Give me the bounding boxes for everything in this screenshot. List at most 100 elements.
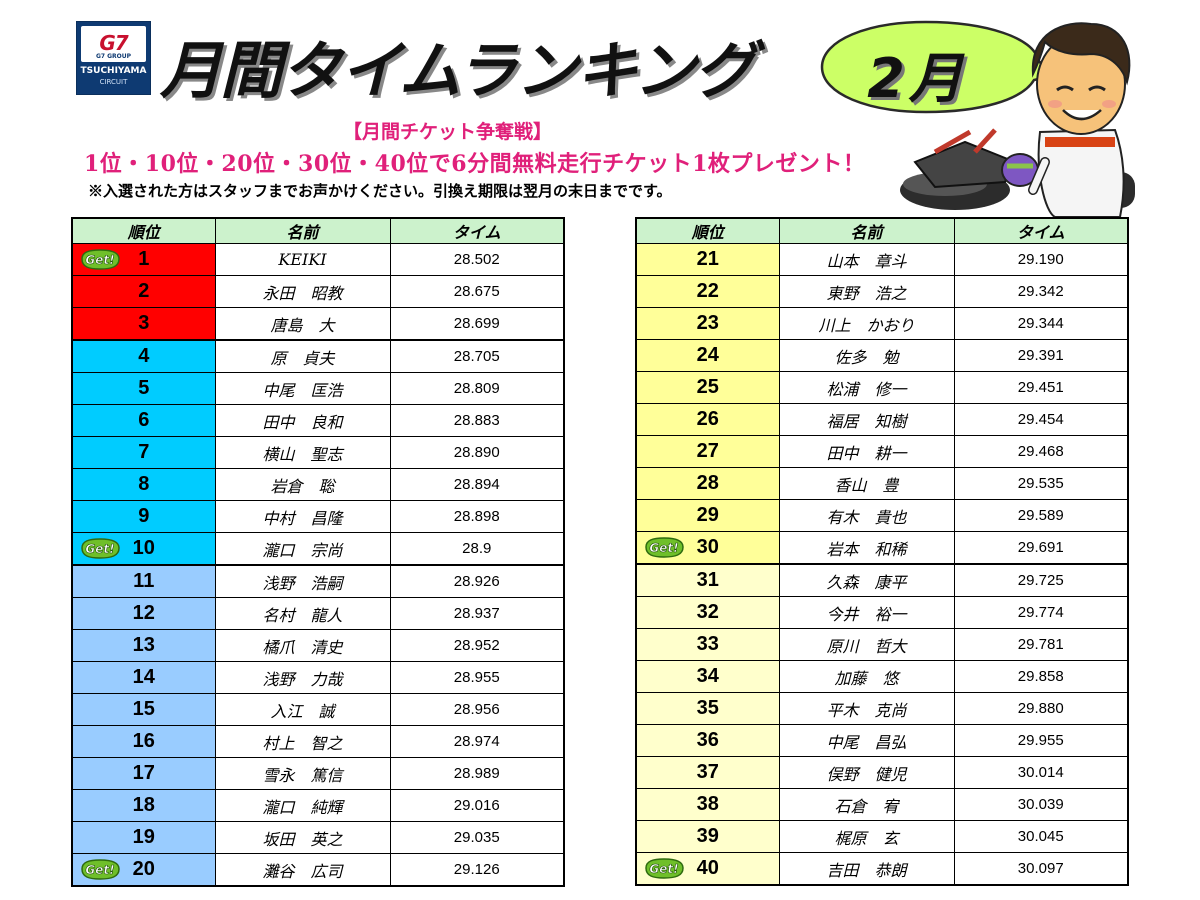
ranking-row: Get! 40 吉田 恭朗 30.097 [635,852,1129,886]
lap-time: 29.451 [953,371,1129,404]
ranking-row: Get! 1 KEIKI 28.502 [71,243,565,276]
lap-time: 29.858 [953,660,1129,693]
driver-name: 岩本 和稀 [778,531,955,565]
driver-name: 浅野 力哉 [214,661,391,694]
rank-cell: 31 [635,563,780,597]
driver-name: 入江 誠 [214,693,391,726]
logo-name: TSUCHIYAMA [80,66,147,76]
ranking-row: 24 佐多 勉 29.391 [635,339,1129,372]
ranking-row: 28 香山 豊 29.535 [635,467,1129,500]
driver-name: 村上 智之 [214,725,391,758]
rank-number: 22 [696,280,719,302]
driver-name: 梶原 玄 [778,820,955,853]
table-header-row: 順位 名前 タイム [71,217,565,244]
ranking-row: 34 加藤 悠 29.858 [635,660,1129,693]
campaign-note: ※入選された方はスタッフまでお声かけください。引換え期限は翌月の末日までです。 [88,182,672,200]
rank-number: 17 [132,762,155,784]
driver-name: 有木 貴也 [778,499,955,532]
ranking-row: 17 雪永 篤信 28.989 [71,757,565,790]
header-time: タイム [953,217,1129,244]
lap-time: 29.955 [953,724,1129,757]
rank-number: 18 [132,794,155,816]
driver-name: 田中 耕一 [778,435,955,468]
get-badge-label: Get! [85,542,114,556]
rank-cell: 11 [71,564,216,598]
rank-cell: 12 [71,597,216,630]
logo-mark-sub: G7 GROUP [95,53,132,60]
lap-time: 28.974 [389,725,565,758]
lap-time: 29.880 [953,692,1129,725]
driver-name: 原川 哲大 [778,628,955,661]
lap-time: 28.9 [389,532,565,566]
rank-number: 30 [696,536,719,558]
lap-time: 28.956 [389,693,565,726]
get-badge-icon: Get! [81,859,120,880]
lap-time: 29.454 [953,403,1129,436]
rank-number: 23 [696,312,719,334]
rank-number: 36 [696,729,719,751]
get-badge-icon: Get! [81,249,120,270]
rank-cell: 4 [71,339,216,373]
rank-cell: 28 [635,467,780,500]
campaign-title: 【月間チケット争奪戦】 [343,121,553,143]
driver-name: 今井 裕一 [778,596,955,629]
page-title: 月間タイムランキング [160,34,756,107]
rank-number: 4 [138,345,150,367]
ranking-row: 21 山本 章斗 29.190 [635,243,1129,276]
ranking-row: 38 石倉 宥 30.039 [635,788,1129,821]
ranking-row: Get! 10 瀧口 宗尚 28.9 [71,532,565,566]
driver-name: 俣野 健児 [778,756,955,789]
driver-name: 中村 昌隆 [214,500,391,533]
driver-name: 瀧口 宗尚 [214,532,391,566]
rank-cell: 13 [71,629,216,662]
rank-cell: 27 [635,435,780,468]
mascot-kart-illustration [900,22,1135,217]
rank-number: 34 [696,665,719,687]
ranking-row: 32 今井 裕一 29.774 [635,596,1129,629]
ranking-row: 7 横山 聖志 28.890 [71,436,565,469]
rank-number: 29 [696,504,719,526]
rank-number: 9 [138,505,150,527]
ranking-row: 5 中尾 匡浩 28.809 [71,372,565,405]
rank-number: 40 [696,857,719,879]
lap-time: 28.705 [389,339,565,373]
rank-number: 31 [696,569,719,591]
circuit-logo: G7 G7 GROUP TSUCHIYAMA CIRCUIT [76,21,151,95]
campaign-text: 1位・10位・20位・30位・40位で6分間無料走行チケット1枚プレゼント！ [84,151,866,177]
get-badge-label: Get! [85,253,114,267]
driver-name: 松浦 修一 [778,371,955,404]
driver-name: 石倉 宥 [778,788,955,821]
rank-number: 6 [138,409,150,431]
get-badge-icon: Get! [81,538,120,559]
ranking-row: 19 坂田 英之 29.035 [71,821,565,854]
rank-cell: Get! 20 [71,853,216,887]
driver-name: 永田 昭教 [214,275,391,308]
driver-name: 香山 豊 [778,467,955,500]
driver-name: 福居 知樹 [778,403,955,436]
rank-cell: 8 [71,468,216,501]
lap-time: 28.898 [389,500,565,533]
lap-time: 30.097 [953,852,1129,886]
ranking-row: 33 原川 哲大 29.781 [635,628,1129,661]
lap-time: 29.342 [953,275,1129,308]
driver-name: 吉田 恭朗 [778,852,955,886]
rank-cell: 36 [635,724,780,757]
driver-name: 灘谷 広司 [214,853,391,887]
rank-number: 7 [138,441,150,463]
ranking-row: 14 浅野 力哉 28.955 [71,661,565,694]
rank-cell: 25 [635,371,780,404]
ranking-row: 25 松浦 修一 29.451 [635,371,1129,404]
lap-time: 28.883 [389,404,565,437]
driver-name: 浅野 浩嗣 [214,564,391,598]
ranking-row: 18 瀧口 純輝 29.016 [71,789,565,822]
rank-number: 26 [696,408,719,430]
rank-number: 20 [132,858,155,880]
header-rank: 順位 [71,217,216,244]
rank-number: 12 [132,602,155,624]
rank-cell: 7 [71,436,216,469]
get-badge-label: Get! [649,541,678,555]
rank-cell: 19 [71,821,216,854]
lap-time: 28.809 [389,372,565,405]
header-time: タイム [389,217,565,244]
get-badge-icon: Get! [645,537,684,558]
